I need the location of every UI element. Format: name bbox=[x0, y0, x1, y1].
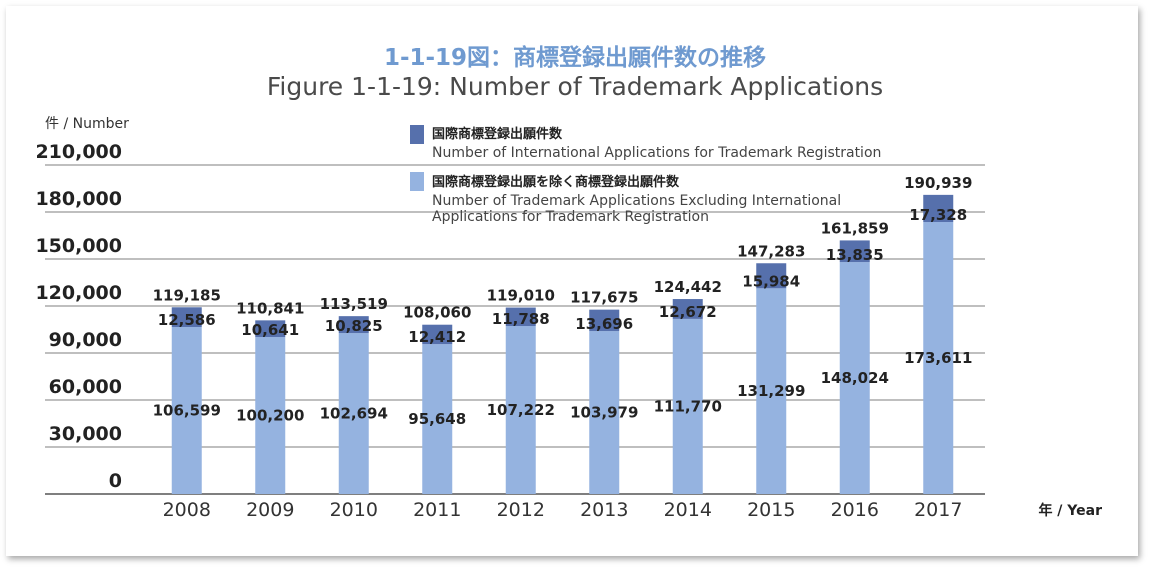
bar-segment-international bbox=[422, 324, 453, 345]
y-tick-label: 180,000 bbox=[35, 188, 122, 210]
y-tick-label: 30,000 bbox=[49, 423, 122, 445]
data-label-international: 10,641 bbox=[241, 321, 299, 339]
data-label-domestic: 131,299 bbox=[737, 382, 805, 400]
data-label-total: 119,185 bbox=[153, 286, 221, 304]
legend-label-domestic-jp: 国際商標登録出願を除く商標登録出願件数 bbox=[432, 174, 680, 190]
y-tick-label: 120,000 bbox=[35, 282, 122, 304]
data-label-international: 12,672 bbox=[659, 303, 717, 321]
data-label-total: 108,060 bbox=[403, 304, 471, 322]
chart-title: 1-1-19図：商標登録出願件数の推移 bbox=[383, 45, 767, 71]
x-axis: 2008 2009 2010 2011 2012 2013 2014 2015 2016 2017 bbox=[163, 499, 963, 521]
bar-segment-domestic bbox=[505, 326, 536, 494]
x-tick-label: 2017 bbox=[914, 499, 962, 521]
data-label-total: 110,841 bbox=[236, 299, 304, 317]
bar-segment-international bbox=[756, 263, 787, 289]
bar-segment-international bbox=[672, 299, 703, 319]
data-label-international: 10,825 bbox=[325, 317, 383, 335]
bar-segment-domestic bbox=[672, 318, 703, 494]
data-label-domestic: 95,648 bbox=[408, 410, 466, 428]
x-axis-label: 年 / Year bbox=[1038, 502, 1102, 519]
data-label-domestic: 107,222 bbox=[487, 401, 555, 419]
data-label-total: 119,010 bbox=[487, 287, 555, 305]
data-label-international: 15,984 bbox=[742, 272, 800, 290]
legend: 国際商標登録出願件数 Number of International Appli… bbox=[410, 125, 881, 225]
bar-segment-domestic bbox=[923, 222, 954, 494]
bar-segment-international bbox=[338, 316, 369, 334]
data-label-total: 161,859 bbox=[821, 219, 889, 237]
x-tick-label: 2010 bbox=[330, 499, 378, 521]
x-tick-label: 2013 bbox=[580, 499, 628, 521]
x-tick-label: 2008 bbox=[163, 499, 211, 521]
x-tick-label: 2011 bbox=[413, 499, 461, 521]
bar-segment-domestic bbox=[422, 344, 453, 494]
data-label-domestic: 103,979 bbox=[570, 404, 638, 422]
data-label-domestic: 100,200 bbox=[236, 407, 304, 425]
legend-swatch-domestic bbox=[410, 172, 424, 191]
data-label-total: 147,283 bbox=[737, 242, 805, 260]
bar-segment-international bbox=[255, 320, 286, 338]
bar-segment-domestic bbox=[171, 326, 202, 494]
data-label-total: 117,675 bbox=[570, 289, 638, 307]
data-label-international: 11,788 bbox=[492, 310, 550, 328]
bar-segment-domestic bbox=[255, 337, 286, 494]
data-label-international: 13,835 bbox=[826, 246, 884, 264]
bar-segment-domestic bbox=[589, 331, 620, 494]
y-axis: 0 30,000 60,000 90,000 120,000 150,000 180,000… bbox=[35, 141, 122, 492]
y-tick-label: 210,000 bbox=[35, 141, 122, 163]
legend-label-international-en: Number of International Applications for… bbox=[432, 145, 881, 161]
legend-label-domestic-en-line1: Number of Trademark Applications Excludi… bbox=[432, 193, 841, 209]
bar-segment-domestic bbox=[756, 288, 787, 494]
x-tick-label: 2016 bbox=[831, 499, 879, 521]
y-tick-label: 90,000 bbox=[49, 329, 122, 351]
data-label-domestic: 148,024 bbox=[821, 369, 889, 387]
legend-label-international-jp: 国際商標登録出願件数 bbox=[432, 126, 563, 142]
x-tick-label: 2012 bbox=[497, 499, 545, 521]
bar-segment-domestic bbox=[839, 262, 870, 494]
bar-segment-international bbox=[171, 307, 202, 327]
y-axis-label: 件 / Number bbox=[45, 116, 129, 132]
legend-label-domestic-en-line2: Applications for Trademark Registration bbox=[432, 209, 709, 225]
bar-segment-international bbox=[589, 309, 620, 332]
data-label-total: 190,939 bbox=[904, 174, 972, 192]
data-label-domestic: 106,599 bbox=[153, 401, 221, 419]
data-label-domestic: 102,694 bbox=[320, 405, 388, 423]
data-label-total: 124,442 bbox=[654, 278, 722, 296]
legend-swatch-international bbox=[410, 125, 424, 144]
y-tick-label: 150,000 bbox=[35, 235, 122, 257]
bar-segment-international bbox=[505, 307, 536, 327]
data-label-international: 12,412 bbox=[408, 328, 466, 346]
data-label-international: 17,328 bbox=[909, 206, 967, 224]
data-label-total: 113,519 bbox=[320, 295, 388, 313]
data-label-domestic: 111,770 bbox=[654, 397, 722, 415]
bars: 106,599 12,586 119,185 100,200 10,641 110,841… bbox=[153, 174, 972, 494]
chart-subtitle: Figure 1-1-19: Number of Trademark Appli… bbox=[266, 72, 884, 101]
data-label-international: 12,586 bbox=[158, 311, 216, 329]
y-tick-label: 0 bbox=[109, 470, 122, 492]
bar-segment-international bbox=[839, 240, 870, 263]
x-tick-label: 2009 bbox=[246, 499, 294, 521]
data-label-domestic: 173,611 bbox=[904, 349, 972, 367]
bar-segment-international bbox=[923, 194, 954, 223]
x-tick-label: 2014 bbox=[664, 499, 712, 521]
bar-segment-domestic bbox=[338, 333, 369, 494]
data-label-international: 13,696 bbox=[575, 315, 633, 333]
x-tick-label: 2015 bbox=[747, 499, 795, 521]
y-tick-label: 60,000 bbox=[49, 376, 122, 398]
